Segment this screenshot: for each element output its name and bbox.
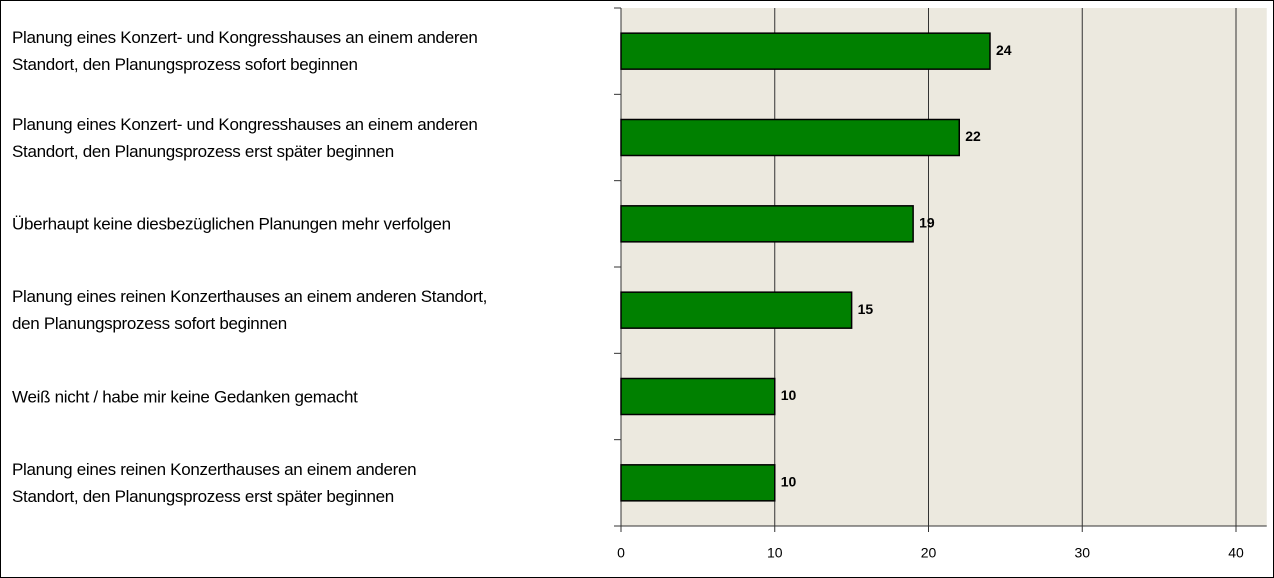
x-tick-label: 20 [921, 545, 937, 561]
x-tick-label: 40 [1228, 545, 1244, 561]
value-label: 19 [919, 215, 935, 231]
category-label: Planung eines Konzert- und Kongresshause… [12, 114, 478, 161]
bar [620, 377, 776, 416]
plot-area [621, 8, 1267, 526]
category-label: Weiß nicht / habe mir keine Gedanken gem… [12, 387, 358, 406]
value-label: 22 [965, 128, 981, 144]
category-label: Planung eines Konzert- und Kongresshause… [12, 28, 478, 75]
x-tick-label: 0 [617, 545, 625, 561]
x-tick-label: 30 [1074, 545, 1090, 561]
value-label: 10 [781, 387, 797, 403]
x-tick-label: 10 [767, 545, 783, 561]
bar [620, 291, 853, 329]
category-label: Überhaupt keine diesbezüglichen Planunge… [12, 214, 451, 234]
value-label: 15 [858, 301, 874, 317]
bar [620, 205, 914, 243]
bar [620, 464, 776, 502]
bar [620, 32, 991, 70]
value-label: 10 [781, 474, 797, 490]
category-label: Planung eines reinen Konzerthauses an ei… [12, 287, 488, 334]
value-label: 24 [996, 42, 1012, 58]
category-label: Planung eines reinen Konzerthauses an ei… [12, 459, 417, 506]
bar [620, 118, 960, 157]
